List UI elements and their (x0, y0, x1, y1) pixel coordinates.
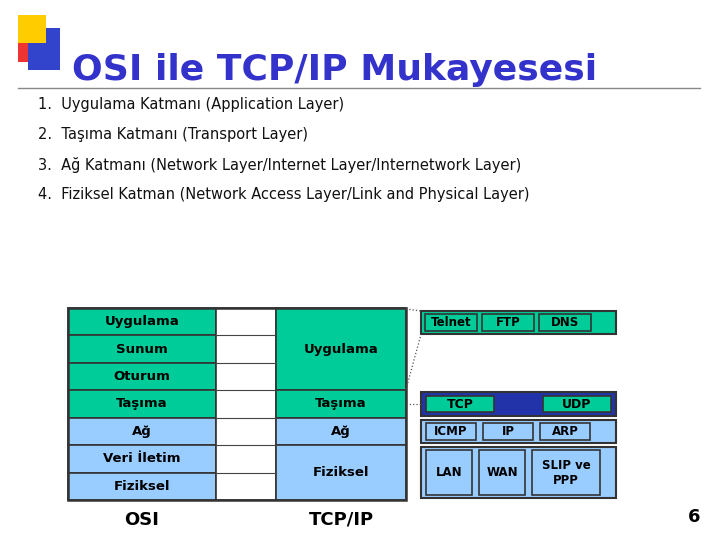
Text: 1.  Uygulama Katmanı (Application Layer): 1. Uygulama Katmanı (Application Layer) (38, 98, 344, 112)
Bar (539, 314, 591, 332)
Text: FTP: FTP (495, 316, 521, 329)
Bar (421, 311, 616, 334)
Bar (426, 423, 476, 440)
Text: 4.  Fiziksel Katman (Network Access Layer/Link and Physical Layer): 4. Fiziksel Katman (Network Access Layer… (38, 187, 529, 202)
Text: IP: IP (502, 425, 515, 438)
Text: 6: 6 (688, 508, 700, 526)
Bar (540, 423, 590, 440)
Bar (68, 308, 406, 500)
Bar (68, 390, 216, 418)
Text: Veri İletim: Veri İletim (103, 453, 181, 465)
Text: Oturum: Oturum (114, 370, 171, 383)
Bar (68, 418, 216, 445)
Bar (68, 472, 216, 500)
Bar (216, 308, 276, 500)
Bar (276, 418, 406, 445)
Bar (276, 390, 406, 418)
Text: Taşıma: Taşıma (116, 397, 168, 410)
Bar (425, 314, 477, 332)
Text: OSI ile TCP/IP Mukayesesi: OSI ile TCP/IP Mukayesesi (72, 53, 597, 87)
Bar (18, 38, 42, 62)
Bar (532, 450, 600, 495)
Bar (426, 450, 472, 495)
Bar (421, 420, 616, 443)
Bar (482, 314, 534, 332)
Bar (421, 447, 616, 498)
Text: Uygulama: Uygulama (104, 315, 179, 328)
Bar (68, 308, 216, 335)
Text: ICMP: ICMP (434, 425, 468, 438)
Text: Ağ: Ağ (132, 425, 152, 438)
Text: TCP: TCP (446, 397, 474, 410)
Bar (68, 445, 216, 472)
Bar (483, 423, 533, 440)
Bar (276, 445, 406, 500)
Bar (421, 392, 616, 416)
Bar (68, 335, 216, 363)
Text: Fiziksel: Fiziksel (312, 466, 369, 479)
Text: Telnet: Telnet (431, 316, 472, 329)
Text: Fiziksel: Fiziksel (114, 480, 170, 493)
Text: LAN: LAN (436, 466, 462, 479)
Text: WAN: WAN (486, 466, 518, 479)
Text: OSI: OSI (125, 511, 159, 529)
Text: Taşıma: Taşıma (315, 397, 366, 410)
Text: Sunum: Sunum (116, 343, 168, 356)
Bar (479, 450, 525, 495)
Text: ARP: ARP (552, 425, 578, 438)
Text: SLIP ve
PPP: SLIP ve PPP (541, 458, 590, 487)
Bar (276, 308, 406, 390)
Bar (426, 396, 494, 411)
Bar (28, 28, 60, 70)
Text: UDP: UDP (562, 397, 592, 410)
Bar (18, 15, 46, 43)
Text: 3.  Ağ Katmanı (Network Layer/Internet Layer/Internetwork Layer): 3. Ağ Katmanı (Network Layer/Internet La… (38, 157, 521, 173)
Bar (543, 396, 611, 411)
Text: 2.  Taşıma Katmanı (Transport Layer): 2. Taşıma Katmanı (Transport Layer) (38, 127, 308, 143)
Text: Uygulama: Uygulama (304, 343, 379, 356)
Text: DNS: DNS (551, 316, 579, 329)
Text: Ağ: Ağ (331, 425, 351, 438)
Bar (68, 363, 216, 390)
Text: TCP/IP: TCP/IP (308, 511, 374, 529)
